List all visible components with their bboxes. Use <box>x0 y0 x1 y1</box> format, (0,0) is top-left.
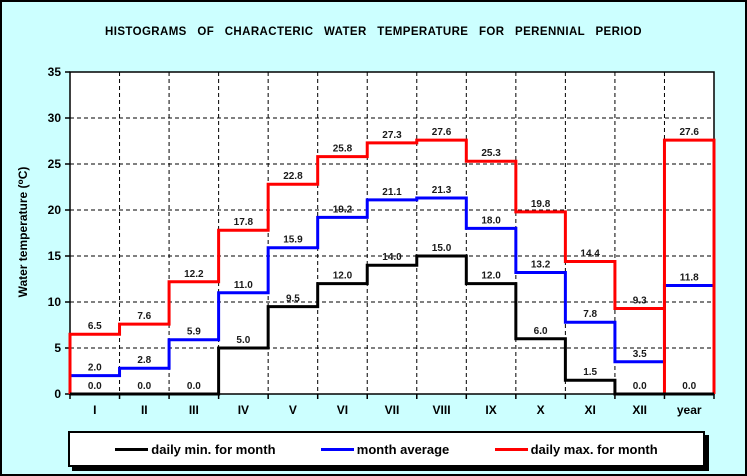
value-label: 11.0 <box>234 280 253 291</box>
x-tick-label: IV <box>238 403 249 417</box>
value-label: 0.0 <box>137 381 151 392</box>
x-tick-label: year <box>677 403 702 417</box>
value-label: 25.3 <box>481 148 501 159</box>
x-tick-label: IX <box>485 403 496 417</box>
value-label: 19.8 <box>531 199 551 210</box>
x-tick-label: XII <box>632 403 647 417</box>
y-tick-label: 15 <box>48 249 62 263</box>
series-year-box <box>662 138 716 394</box>
value-label: 9.3 <box>633 295 647 306</box>
value-label: 27.3 <box>382 130 402 141</box>
value-label: 21.1 <box>382 187 402 198</box>
series-line-1 <box>68 196 714 394</box>
x-tick-label: III <box>189 403 199 417</box>
value-label: 21.3 <box>432 185 452 196</box>
x-tick-label: VII <box>385 403 400 417</box>
value-label: 14.4 <box>580 249 600 260</box>
y-tick-label: 10 <box>48 295 62 309</box>
legend-label: daily min. for month <box>151 441 276 457</box>
value-label: 12.0 <box>333 271 353 282</box>
x-tick-label: VI <box>337 403 348 417</box>
legend-label: daily max. for month <box>530 441 658 457</box>
value-label: 7.6 <box>137 311 151 322</box>
legend-item-daily-max: daily max. for month <box>494 441 658 457</box>
value-label: 0.0 <box>682 381 696 392</box>
value-label: 15.9 <box>283 235 303 246</box>
value-label: 7.8 <box>583 309 597 320</box>
x-tick-label: VIII <box>433 403 451 417</box>
value-label: 17.8 <box>234 217 254 228</box>
plot-area <box>69 71 715 395</box>
y-tick-label: 35 <box>48 65 62 79</box>
value-label: 19.2 <box>333 204 353 215</box>
value-label: 2.0 <box>88 363 102 374</box>
value-label: 27.6 <box>432 127 452 138</box>
value-label: 0.0 <box>633 381 647 392</box>
value-label: 22.8 <box>283 171 303 182</box>
y-tick-label: 5 <box>54 341 61 355</box>
value-label: 1.5 <box>583 367 597 378</box>
legend-line-blue <box>320 447 354 451</box>
x-tick-label: V <box>289 403 297 417</box>
value-label: 13.2 <box>531 260 551 271</box>
legend-line-red <box>494 447 528 451</box>
value-label: 12.2 <box>184 269 204 280</box>
legend-label: month average <box>356 441 450 457</box>
y-tick-label: 30 <box>48 111 62 125</box>
series-line-2 <box>68 138 665 394</box>
value-label: 18.0 <box>481 215 501 226</box>
y-tick-label: 0 <box>54 387 61 401</box>
x-tick-label: X <box>537 403 545 417</box>
value-label: 14.0 <box>382 252 402 263</box>
value-label: 0.0 <box>88 381 102 392</box>
legend-item-daily-min: daily min. for month <box>115 441 276 457</box>
x-tick-label: XI <box>584 403 595 417</box>
value-label: 2.8 <box>137 355 151 366</box>
value-label: 9.5 <box>286 294 300 305</box>
legend: daily min. for month month average daily… <box>68 431 705 467</box>
value-label: 11.8 <box>680 272 699 283</box>
value-label: 27.6 <box>679 127 699 138</box>
legend-line-black <box>115 447 149 451</box>
y-tick-label: 25 <box>48 157 62 171</box>
x-tick-label: I <box>93 403 96 417</box>
legend-item-month-average: month average <box>320 441 450 457</box>
value-label: 12.0 <box>481 271 501 282</box>
y-tick-label: 20 <box>48 203 62 217</box>
value-label: 6.0 <box>534 326 548 337</box>
value-label: 0.0 <box>187 381 201 392</box>
value-label: 25.8 <box>333 144 353 155</box>
value-label: 5.0 <box>236 335 250 346</box>
chart-title: HISTOGRAMS OF CHARACTERIC WATER TEMPERAT… <box>105 26 642 38</box>
x-tick-label: II <box>141 403 148 417</box>
series-line-0 <box>70 254 714 396</box>
value-label: 5.9 <box>187 327 201 338</box>
value-label: 3.5 <box>633 349 647 360</box>
value-label: 15.0 <box>432 243 452 254</box>
value-label: 6.5 <box>88 321 102 332</box>
